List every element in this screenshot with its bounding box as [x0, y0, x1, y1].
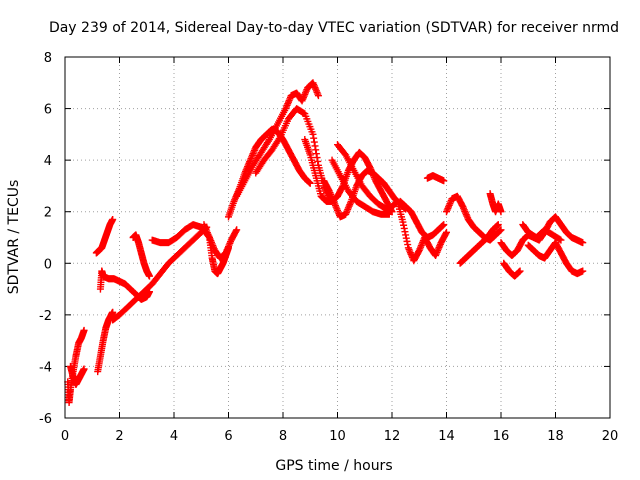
- y-tick-label: -2: [39, 309, 52, 324]
- data-point: [440, 177, 448, 185]
- series-track-g: [129, 231, 153, 280]
- series-track-x: [500, 259, 524, 280]
- data-point: [306, 179, 314, 187]
- x-tick-label: 20: [602, 429, 619, 444]
- data-point: [80, 365, 88, 373]
- series-track-f: [109, 223, 211, 324]
- series-track-r: [396, 197, 448, 241]
- data-point: [225, 244, 232, 252]
- data-point: [109, 215, 117, 223]
- series-track-w: [497, 213, 587, 260]
- series-track-i: [200, 221, 232, 278]
- series-track-d: [92, 215, 117, 257]
- x-axis-label: GPS time / hours: [275, 458, 392, 474]
- series-track-s: [423, 172, 448, 185]
- series-track-j: [225, 125, 314, 221]
- y-tick-label: 4: [44, 154, 52, 169]
- data-point: [557, 236, 565, 244]
- chart-title: Day 239 of 2014, Sidereal Day-to-day VTE…: [49, 20, 619, 36]
- tick-labels: 0 2 4 6 8 10 12 14 16 18 20 -6 -4 -2 0 2 4 6 8: [39, 51, 618, 444]
- y-tick-label: 6: [44, 103, 52, 118]
- y-tick-label: -6: [39, 412, 52, 427]
- series-track-c: [94, 308, 117, 376]
- data-point: [494, 221, 502, 229]
- x-tick-label: 4: [170, 429, 178, 444]
- data-point: [385, 210, 393, 218]
- series-track-v: [486, 190, 505, 216]
- data-point: [275, 135, 283, 143]
- series-track-b: [66, 362, 88, 388]
- x-tick-label: 8: [279, 429, 287, 444]
- data-point: [497, 208, 505, 216]
- data-point: [440, 221, 448, 229]
- y-tick-label: -4: [39, 360, 52, 375]
- data-point: [264, 137, 272, 145]
- data-points: [64, 79, 587, 407]
- data-point: [579, 239, 587, 247]
- data-point: [443, 228, 450, 236]
- y-tick-label: 2: [44, 206, 52, 221]
- x-tick-label: 0: [61, 429, 69, 444]
- x-tick-label: 16: [493, 429, 510, 444]
- data-point: [314, 92, 322, 100]
- plot-frame: [64, 56, 611, 419]
- series-track-h: [148, 221, 241, 262]
- x-tick-label: 6: [224, 429, 232, 444]
- x-tick-label: 2: [115, 429, 123, 444]
- y-tick-label: 8: [44, 51, 52, 66]
- series-track-k: [233, 79, 322, 200]
- data-point: [579, 267, 587, 275]
- y-axis-label: SDTVAR / TECUs: [6, 180, 22, 295]
- series-track-z: [519, 221, 565, 244]
- data-point: [145, 272, 153, 280]
- data-point: [516, 267, 524, 275]
- data-point: [233, 226, 241, 234]
- x-tick-label: 12: [384, 429, 401, 444]
- x-tick-label: 10: [329, 429, 346, 444]
- data-point: [109, 308, 117, 316]
- y-tick-label: 0: [44, 257, 52, 272]
- series-track-y: [524, 239, 587, 278]
- series-track-p: [328, 156, 393, 218]
- data-point: [80, 326, 88, 334]
- data-point: [497, 226, 505, 234]
- x-tick-label: 14: [438, 429, 455, 444]
- series-track-u: [456, 221, 502, 267]
- series-track-o: [334, 141, 396, 216]
- x-tick-label: 18: [547, 429, 564, 444]
